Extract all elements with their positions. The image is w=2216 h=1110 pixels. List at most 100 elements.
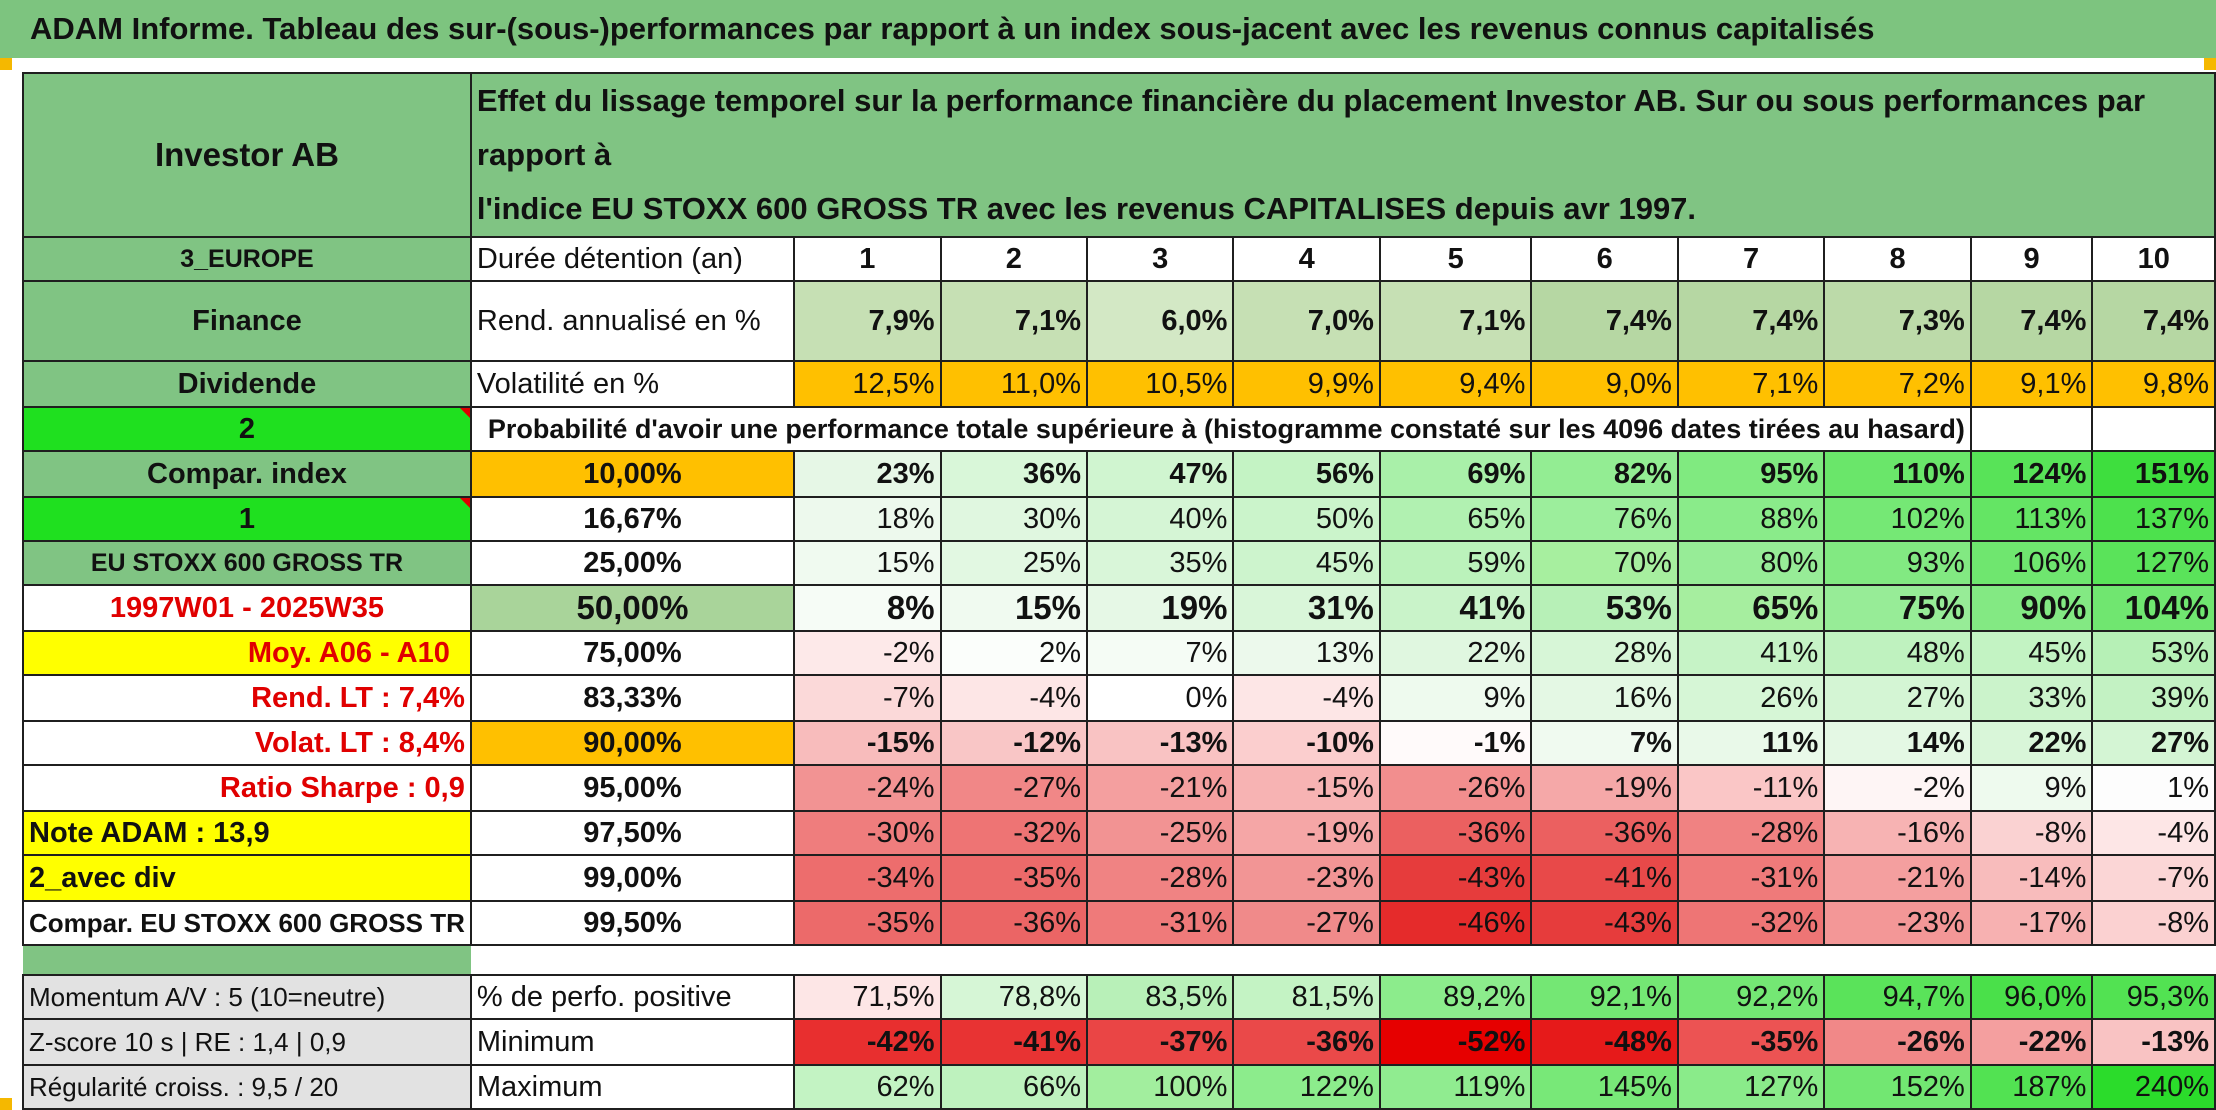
maximum-value: 122% — [1232, 1064, 1381, 1110]
maximum-value: 240% — [2091, 1064, 2216, 1110]
rend-value: 7,4% — [1676, 280, 1826, 362]
description-line: Effet du lissage temporel sur la perform… — [476, 83, 2146, 172]
probability-value: 106% — [1969, 540, 2094, 586]
pct-positive-value: 92,2% — [1676, 974, 1826, 1020]
probability-value: 15% — [939, 584, 1089, 632]
probability-value: 0% — [1085, 674, 1235, 722]
probability-value: -8% — [1969, 810, 2094, 856]
probability-value: -17% — [1969, 900, 2094, 946]
probability-level: 50,00% — [469, 584, 796, 632]
probability-value: 41% — [1676, 630, 1826, 676]
probability-value: -23% — [1823, 900, 1972, 946]
compar-full-label: Compar. EU STOXX 600 GROSS TR — [22, 900, 472, 946]
probability-value: -27% — [1232, 900, 1381, 946]
year-header: 9 — [1969, 236, 2094, 282]
pct-positive-value: 94,7% — [1823, 974, 1972, 1020]
probability-value: 137% — [2091, 496, 2216, 542]
minimum-value: -22% — [1969, 1018, 2094, 1066]
probability-value: 22% — [1969, 720, 2094, 766]
minimum-value: -13% — [2091, 1018, 2216, 1066]
rend-value: 7,4% — [2091, 280, 2216, 362]
probability-value: -4% — [939, 674, 1089, 722]
minimum-value: -42% — [793, 1018, 942, 1066]
probability-value: 95% — [1676, 450, 1826, 498]
probability-value: -25% — [1085, 810, 1235, 856]
probability-value: -32% — [939, 810, 1089, 856]
volat-lt-label: Volat. LT : 8,4% — [22, 720, 472, 766]
year-header: 8 — [1823, 236, 1972, 282]
rend-value: 7,0% — [1232, 280, 1381, 362]
probability-value: 47% — [1085, 450, 1235, 498]
note-adam-label: Note ADAM : 13,9 — [22, 810, 472, 856]
probability-level: 90,00% — [469, 720, 796, 766]
empty-cell — [2091, 406, 2216, 452]
probability-value: -27% — [939, 764, 1089, 812]
rend-value: 7,3% — [1823, 280, 1972, 362]
maximum-value: 127% — [1676, 1064, 1826, 1110]
momentum-label: Momentum A/V : 5 (10=neutre) — [22, 974, 472, 1020]
probability-value: -10% — [1232, 720, 1381, 766]
pct-positive-value: 71,5% — [793, 974, 942, 1020]
probability-value: -36% — [1378, 810, 1533, 856]
year-header: 3 — [1085, 236, 1235, 282]
pct-positive-value: 83,5% — [1085, 974, 1235, 1020]
maximum-value: 100% — [1085, 1064, 1235, 1110]
probability-value: 124% — [1969, 450, 2094, 498]
performance-table: Investor AB Effet du lissage temporel su… — [22, 72, 2216, 1110]
table-description: Effet du lissage temporel sur la perform… — [469, 72, 2216, 238]
selector-cell[interactable]: 1 — [22, 496, 472, 542]
report-title: ADAM Informe. Tableau des sur-(sous-)per… — [0, 0, 2216, 58]
probability-value: 8% — [793, 584, 942, 632]
probability-value: 82% — [1530, 450, 1679, 498]
probability-value: 33% — [1969, 674, 2094, 722]
probability-value: 88% — [1676, 496, 1826, 542]
probability-value: -12% — [939, 720, 1089, 766]
probability-level: 95,00% — [469, 764, 796, 812]
probability-caption: Probabilité d'avoir une performance tota… — [469, 406, 1972, 452]
probability-value: 45% — [1232, 540, 1381, 586]
probability-value: 53% — [2091, 630, 2216, 676]
probability-value: -24% — [793, 764, 942, 812]
probability-value: -43% — [1378, 854, 1533, 902]
year-header: 1 — [793, 236, 942, 282]
minimum-value: -26% — [1823, 1018, 1972, 1066]
probability-level: 10,00% — [469, 450, 796, 498]
probability-value: 93% — [1823, 540, 1972, 586]
volat-value: 12,5% — [793, 360, 942, 408]
rend-value: 7,4% — [1530, 280, 1679, 362]
description-line: l'indice EU STOXX 600 GROSS TR avec les … — [476, 191, 1697, 226]
rend-value: 7,1% — [1378, 280, 1533, 362]
volat-value: 10,5% — [1085, 360, 1235, 408]
probability-value: 104% — [2091, 584, 2216, 632]
period-label: 1997W01 - 2025W35 — [22, 584, 472, 632]
selector-cell[interactable]: 2 — [22, 406, 472, 452]
year-header: 2 — [939, 236, 1089, 282]
row-label-minimum: Minimum — [469, 1018, 796, 1066]
probability-value: 27% — [2091, 720, 2216, 766]
probability-value: -36% — [939, 900, 1089, 946]
probability-value: 127% — [2091, 540, 2216, 586]
maximum-value: 145% — [1530, 1064, 1679, 1110]
probability-value: -19% — [1530, 764, 1679, 812]
fund-name: Investor AB — [22, 72, 472, 238]
year-header: 7 — [1676, 236, 1826, 282]
probability-value: 48% — [1823, 630, 1972, 676]
probability-value: 65% — [1676, 584, 1826, 632]
probability-value: 7% — [1530, 720, 1679, 766]
corner-marker — [0, 58, 12, 70]
probability-value: 25% — [939, 540, 1089, 586]
probability-value: -2% — [1823, 764, 1972, 812]
volat-value: 11,0% — [939, 360, 1089, 408]
empty-cell — [1969, 406, 2094, 452]
sector-label: Finance — [22, 280, 472, 362]
pct-positive-value: 89,2% — [1378, 974, 1533, 1020]
probability-value: 18% — [793, 496, 942, 542]
maximum-value: 62% — [793, 1064, 942, 1110]
probability-value: 102% — [1823, 496, 1972, 542]
probability-value: 16% — [1530, 674, 1679, 722]
probability-value: 27% — [1823, 674, 1972, 722]
row-label-maximum: Maximum — [469, 1064, 796, 1110]
minimum-value: -36% — [1232, 1018, 1381, 1066]
probability-value: 30% — [939, 496, 1089, 542]
probability-value: 39% — [2091, 674, 2216, 722]
